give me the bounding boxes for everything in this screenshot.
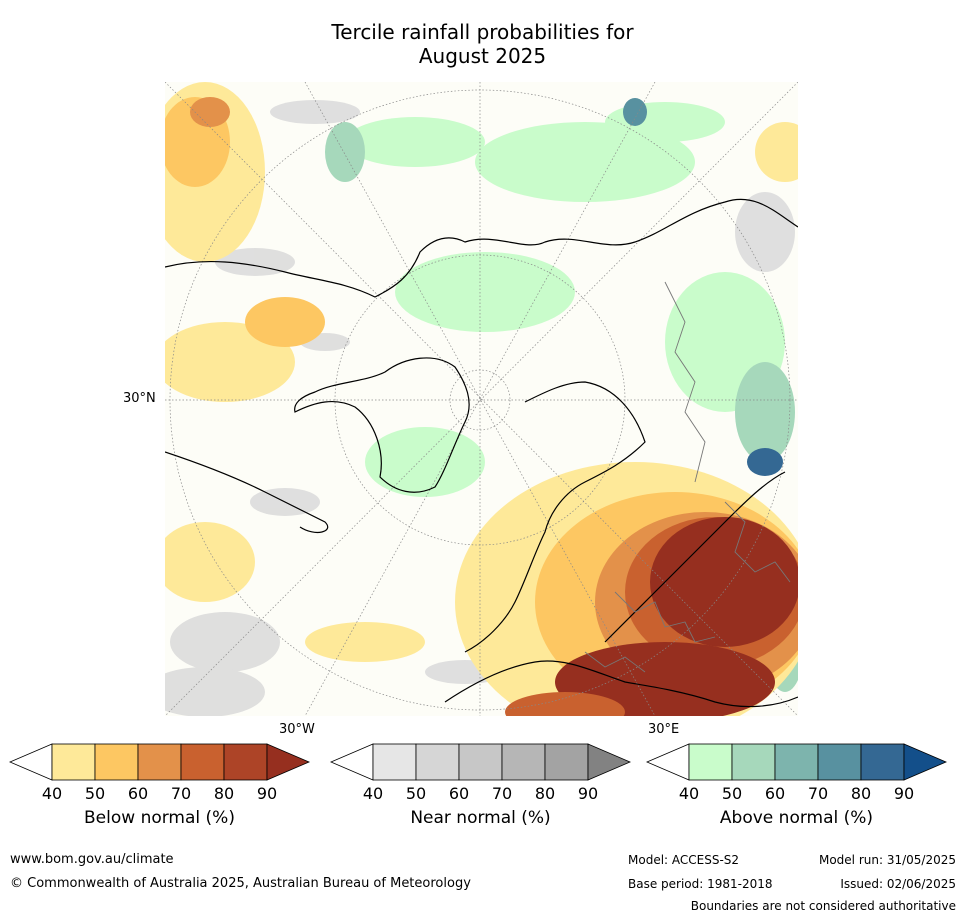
colorbar-near-title: Near normal (%) (410, 808, 551, 828)
colorbar-below-lower-extension (9, 743, 53, 781)
colorbar-near-segment-2 (458, 743, 503, 781)
colorbar-below-segment-4 (223, 743, 268, 781)
colorbar-near-upper-extension (587, 743, 631, 781)
colorbar-near-segment-1 (415, 743, 460, 781)
colorbar-above-tick-80: 80 (850, 784, 872, 803)
colorbar-near-tick-60: 60 (448, 784, 470, 803)
map-canvas (165, 82, 798, 716)
colorbar-below-segment-1 (94, 743, 139, 781)
colorbar-above-segment-3 (817, 743, 862, 781)
colorbar-below-segment-0 (51, 743, 96, 781)
colorbar-above-tick-60: 60 (764, 784, 786, 803)
above-normal-patches (325, 98, 798, 692)
colorbar-below-tick-70: 70 (170, 784, 192, 803)
colorbar-above-segment-1 (731, 743, 776, 781)
lon-label-30w: 30°W (279, 722, 315, 737)
copyright-text: © Commonwealth of Australia 2025, Austra… (10, 876, 471, 891)
colorbar-below-tick-40: 40 (41, 784, 63, 803)
colorbar-above-segment-4 (860, 743, 905, 781)
colorbar-above-upper-extension (903, 743, 947, 781)
below-normal-patches (165, 82, 798, 716)
issued-text: Issued: 02/06/2025 (840, 877, 956, 891)
colorbar-below-tick-50: 50 (84, 784, 106, 803)
colorbar-near-lower-extension (330, 743, 374, 781)
colorbar-near-tick-90: 90 (577, 784, 599, 803)
map-title-line2: August 2025 (418, 44, 547, 68)
colorbar-above-segment-0 (688, 743, 733, 781)
graticule (165, 82, 798, 716)
map-title-line1: Tercile rainfall probabilities for (331, 20, 634, 44)
colorbar-below-tick-80: 80 (213, 784, 235, 803)
colorbar-near-tick-50: 50 (405, 784, 427, 803)
colorbar-below-title: Below normal (%) (84, 808, 235, 828)
colorbar-below-segment-2 (137, 743, 182, 781)
colorbar-above (646, 743, 947, 781)
colorbar-near-segment-0 (372, 743, 417, 781)
colorbar-near-segment-3 (501, 743, 546, 781)
rainfall-probability-map (165, 82, 798, 716)
model-run-text: Model run: 31/05/2025 (818, 853, 956, 867)
colorbar-near (330, 743, 631, 781)
coastlines (165, 198, 798, 708)
colorbar-above-tick-40: 40 (678, 784, 700, 803)
colorbar-above-title: Above normal (%) (719, 808, 874, 828)
colorbar-above-tick-70: 70 (807, 784, 829, 803)
borders (584, 281, 791, 673)
lat-label-30n: 30°N (123, 391, 156, 406)
colorbar-below-tick-90: 90 (256, 784, 278, 803)
colorbar-above-lower-extension (646, 743, 690, 781)
colorbar-above-tick-50: 50 (721, 784, 743, 803)
disclaimer-text: Boundaries are not considered authoritat… (690, 899, 956, 913)
map-title: Tercile rainfall probabilities for Augus… (0, 20, 965, 68)
base-period-text: Base period: 1981-2018 (628, 877, 773, 891)
colorbar-below-upper-extension (266, 743, 310, 781)
colorbar-above-tick-90: 90 (893, 784, 915, 803)
colorbar-near-tick-80: 80 (534, 784, 556, 803)
colorbar-below (9, 743, 310, 781)
colorbar-below-segment-3 (180, 743, 225, 781)
colorbar-below-tick-60: 60 (127, 784, 149, 803)
colorbar-near-tick-70: 70 (491, 784, 513, 803)
lon-label-30e: 30°E (648, 722, 680, 737)
colorbar-near-segment-4 (544, 743, 589, 781)
website-link[interactable]: www.bom.gov.au/climate (10, 852, 174, 867)
model-text: Model: ACCESS-S2 (628, 853, 740, 867)
colorbar-near-tick-40: 40 (362, 784, 384, 803)
colorbar-above-segment-2 (774, 743, 819, 781)
